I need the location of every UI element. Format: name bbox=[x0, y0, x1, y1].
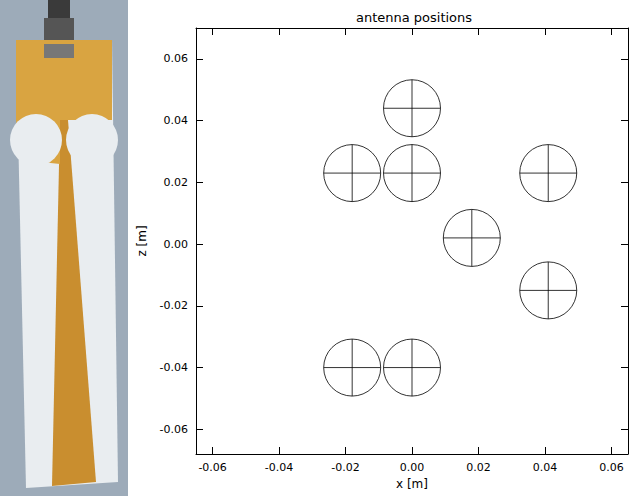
svg-text:0.02: 0.02 bbox=[164, 176, 189, 189]
svg-text:0.06: 0.06 bbox=[599, 461, 624, 474]
svg-text:-0.06: -0.06 bbox=[160, 423, 188, 436]
svg-text:-0.02: -0.02 bbox=[331, 461, 359, 474]
svg-text:0.06: 0.06 bbox=[164, 52, 189, 65]
svg-text:0.04: 0.04 bbox=[533, 461, 558, 474]
svg-text:0.02: 0.02 bbox=[466, 461, 491, 474]
svg-text:-0.04: -0.04 bbox=[160, 361, 188, 374]
svg-text:z [m]: z [m] bbox=[135, 225, 149, 256]
svg-text:-0.02: -0.02 bbox=[160, 299, 188, 312]
svg-text:0.04: 0.04 bbox=[164, 114, 189, 127]
svg-text:x [m]: x [m] bbox=[396, 477, 428, 491]
svg-text:antenna positions: antenna positions bbox=[356, 10, 472, 25]
svg-text:-0.04: -0.04 bbox=[265, 461, 293, 474]
svg-text:0.00: 0.00 bbox=[400, 461, 425, 474]
svg-text:-0.06: -0.06 bbox=[198, 461, 226, 474]
svg-text:0.00: 0.00 bbox=[164, 238, 189, 251]
